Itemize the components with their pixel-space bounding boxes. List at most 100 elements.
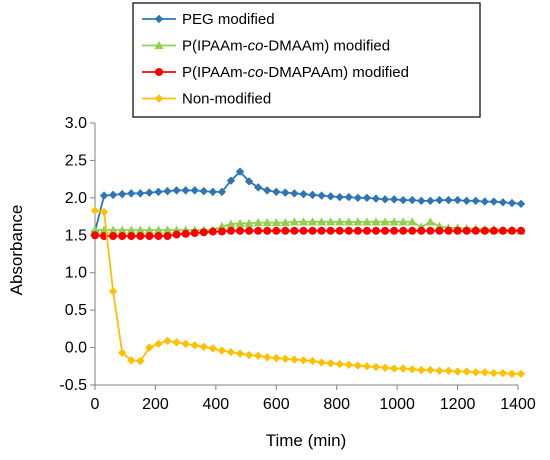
legend-swatch-marker [155,68,163,76]
legend-swatch-marker [154,94,164,103]
data-point [263,353,272,362]
data-point [299,226,308,235]
data-point [362,226,371,235]
x-axis-title: Time (min) [266,431,347,450]
data-point [181,229,190,238]
data-point [272,226,281,235]
data-point [290,189,299,198]
data-point [426,365,435,375]
data-point [135,225,145,234]
data-point [435,195,444,205]
data-point [462,226,471,235]
data-point [444,226,453,235]
legend-item: P(IPAAm-co-DMAAm) modified [142,38,390,55]
data-point [444,366,453,375]
data-point [154,232,163,241]
y-axis-title: Absorbance [7,205,26,296]
y-tick-label: 1.0 [65,265,87,282]
data-point [108,287,118,296]
x-tick-label: 1200 [440,396,476,413]
data-point [417,365,426,375]
legend-label: P(IPAAm-co-DMAAm) modified [182,38,390,55]
data-point [245,226,254,235]
y-tick-label: 3.0 [65,115,87,132]
data-point [399,226,408,235]
data-point [289,217,300,226]
data-point [281,226,290,235]
data-point [326,192,335,201]
legend-label-part: co [248,38,264,55]
data-point [236,226,245,235]
data-point [480,368,489,377]
data-point [353,193,363,203]
data-point [117,348,127,358]
y-tick-label: 0.0 [65,340,87,357]
data-point [154,187,163,197]
data-point [425,217,435,226]
x-tick-label: 800 [323,396,350,413]
legend-swatch-marker [154,14,164,24]
data-point [109,232,118,241]
data-point [99,191,109,200]
x-tick-label: 200 [142,396,169,413]
data-point [172,186,181,195]
data-point [426,196,435,206]
data-point [317,226,326,235]
data-point [489,226,498,235]
data-point [199,186,208,196]
data-point [498,198,508,207]
data-point [308,190,317,200]
data-point [335,226,344,235]
data-point [398,217,408,226]
legend-label-part: Non-modified [182,91,271,108]
legend-label-part: P(IPAAm- [182,38,248,55]
data-point [480,226,489,235]
data-point [471,196,480,206]
series-3 [91,226,526,241]
data-point [371,362,381,372]
data-point [298,217,309,226]
y-tick-label: 0.5 [65,302,87,319]
y-axis-ticks: -0.5 0.0 0.5 1.0 1.5 2.0 2.5 3.0 [59,115,95,394]
data-point [389,217,399,226]
data-point [435,226,444,235]
data-point [126,225,136,234]
data-point [281,354,290,363]
data-point [163,186,172,196]
data-point [498,226,507,235]
data-point [290,226,299,235]
data-point [244,350,254,360]
data-point [371,194,381,203]
data-point [253,183,263,192]
data-point [408,226,417,235]
data-point [217,346,227,355]
data-point [226,347,236,357]
legend-item: P(IPAAm-co-DMAPAAm) modified [142,64,409,81]
data-point [498,368,508,378]
data-point [380,217,390,226]
data-point [91,231,99,240]
data-point [353,226,362,235]
data-point [90,225,100,234]
data-point [208,227,217,236]
data-point [281,188,290,197]
data-point [317,191,326,200]
x-tick-label: 1400 [500,396,536,413]
data-point [290,355,299,364]
data-point [335,359,344,369]
data-point [136,232,145,241]
data-point [217,221,227,230]
data-point [471,226,480,235]
data-point [199,342,208,352]
y-tick-label: 2.0 [65,190,87,207]
data-point [398,195,408,205]
data-point [162,225,173,234]
data-point [516,199,526,209]
legend-label-part: co [248,64,264,81]
data-point [136,189,145,198]
data-point [408,365,417,374]
data-point [489,368,499,378]
data-point [344,192,353,202]
